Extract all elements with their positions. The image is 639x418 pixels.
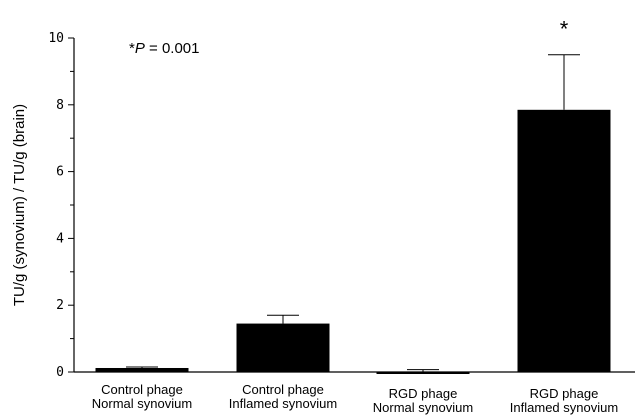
category-label: RGD phage (389, 386, 458, 401)
bar (236, 323, 330, 372)
significance-star: * (560, 17, 569, 42)
category-label: Inflamed synovium (229, 396, 337, 411)
y-axis-title: TU/g (synovium) / TU/g (brain) (11, 104, 28, 306)
bars (95, 109, 611, 374)
p-value-symbol: P (135, 40, 145, 57)
error-bars (126, 54, 580, 372)
y-tick-label: 0 (56, 365, 64, 380)
y-tick-label: 6 (56, 165, 64, 180)
y-tick-label: 8 (56, 98, 64, 113)
y-tick-label: 2 (56, 298, 64, 313)
category-label: Control phage (242, 382, 324, 397)
y-tick-label: 4 (56, 231, 64, 246)
category-label: Normal synovium (92, 396, 192, 411)
category-label: RGD phage (530, 386, 599, 401)
bar (95, 367, 189, 372)
y-ticks: 0 2 4 6 8 10 (48, 31, 74, 380)
p-value-text: = 0.001 (145, 40, 200, 57)
p-value-prefix: * (129, 40, 135, 57)
bar (376, 372, 470, 374)
category-label: Inflamed synovium (510, 400, 618, 415)
significance-markers: * (560, 17, 569, 42)
category-label: Normal synovium (373, 400, 473, 415)
bar (517, 109, 611, 372)
p-value-annotation: *P = 0.001 (129, 40, 200, 57)
category-label: Control phage (101, 382, 183, 397)
y-tick-label: 10 (48, 31, 64, 46)
